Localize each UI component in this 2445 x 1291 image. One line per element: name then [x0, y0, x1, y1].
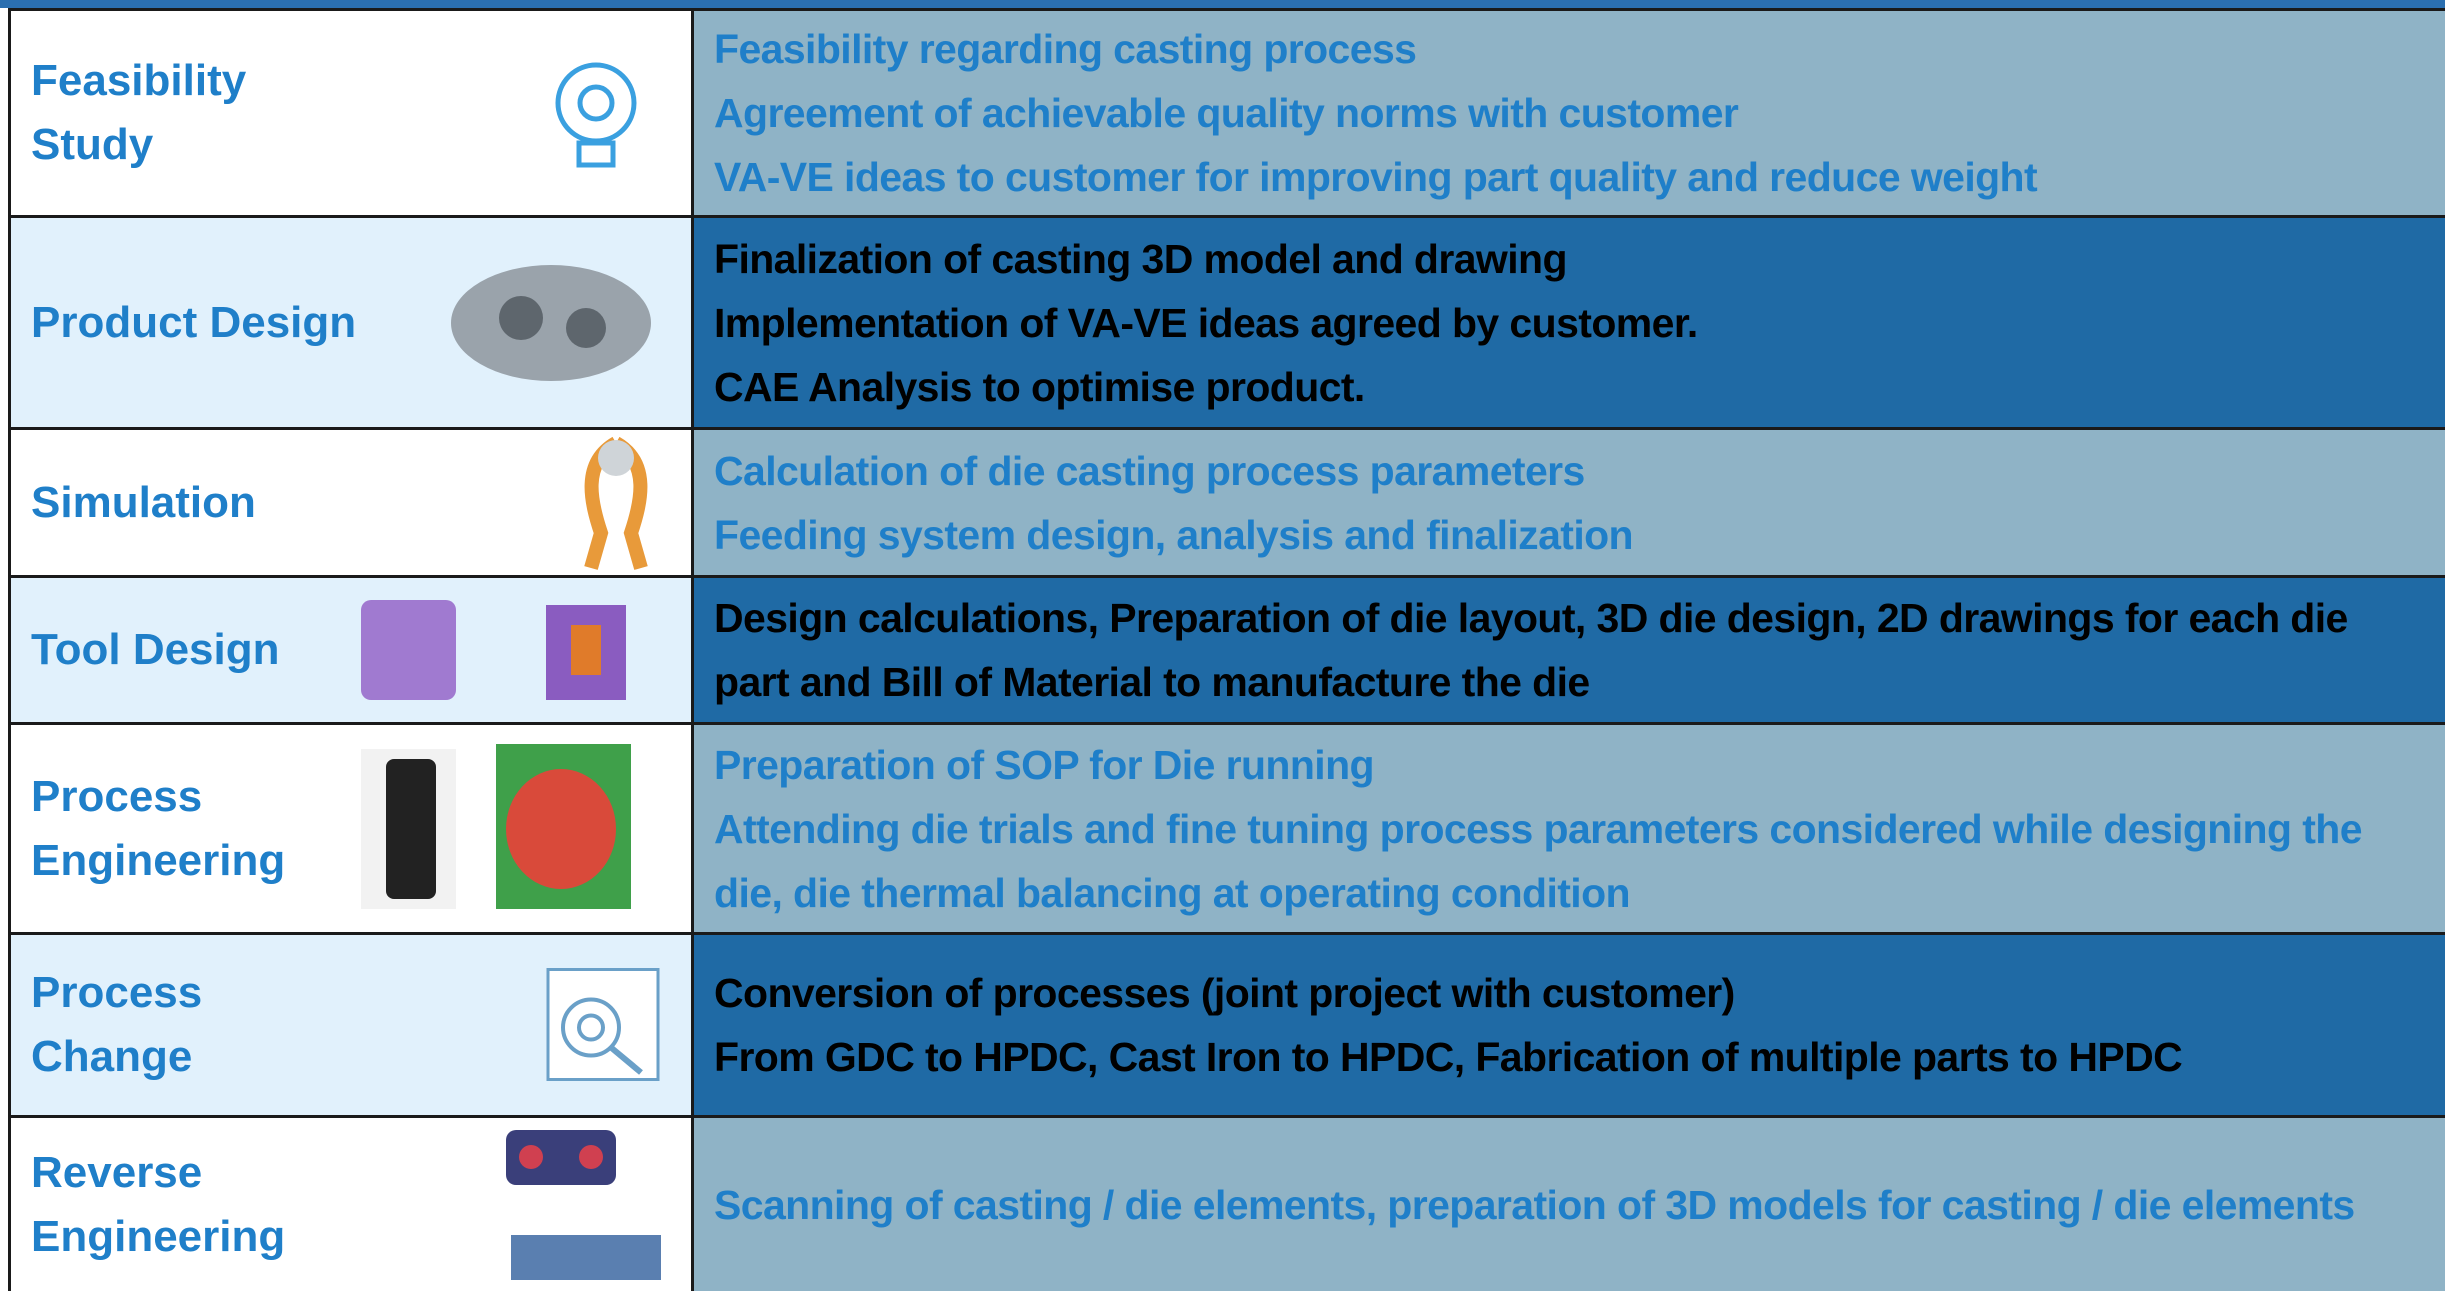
detail-cell: Preparation of SOP for Die running Attend…: [694, 725, 2445, 932]
detail-line: Design calculations, Preparation of die …: [714, 595, 2348, 705]
detail-cell: Feasibility regarding casting process Agr…: [694, 11, 2445, 215]
table-row: Reverse Engineering Scanning of casting /…: [8, 1115, 2445, 1291]
detail-line: From GDC to HPDC, Cast Iron to HPDC, Fab…: [714, 1034, 2183, 1080]
stage-label: Reverse Engineering: [31, 1147, 286, 1261]
stage-label: Product Design: [31, 297, 357, 347]
stage-label: Feasibility Study: [31, 56, 247, 169]
detail-line: Calculation of die casting process param…: [714, 447, 1585, 494]
stage-label: Process Change: [31, 968, 203, 1081]
stage-icon: [361, 743, 631, 909]
stage-cell: Simulation: [8, 430, 694, 575]
stage-label: Simulation: [31, 477, 256, 527]
stage-cell: Product Design: [8, 218, 694, 427]
stage-label: Tool Design: [31, 625, 280, 674]
stage-icon: [546, 968, 660, 1081]
detail-line: VA-VE ideas to customer for improving pa…: [714, 154, 2038, 200]
detail-line: CAE Analysis to optimise product.: [714, 363, 1365, 410]
detail-cell: Calculation of die casting process param…: [694, 430, 2445, 575]
stage-cell: Process Change: [8, 935, 694, 1115]
detail-line: Agreement of achievable quality norms wi…: [714, 90, 1739, 136]
stage-cell: Feasibility Study: [8, 11, 694, 215]
stage-icon: [584, 436, 648, 570]
stage-cell: Process Engineering: [8, 725, 694, 932]
stage-icon: [451, 264, 651, 381]
detail-line: Conversion of processes (joint project w…: [714, 970, 1735, 1016]
stage-cell: Tool Design: [8, 578, 694, 722]
table-row: Product Design Finalization of casting 3D…: [8, 215, 2445, 427]
detail-cell: Scanning of casting / die elements, prep…: [694, 1118, 2445, 1291]
detail-cell: Finalization of casting 3D model and dra…: [694, 218, 2445, 427]
table-row: Simulation Calculation of die casting pro…: [8, 427, 2445, 575]
detail-line: Scanning of casting / die elements, prep…: [714, 1181, 2355, 1228]
stage-cell: Reverse Engineering: [8, 1118, 694, 1291]
table-row: Tool Design Design calculations, Preparat…: [8, 575, 2445, 722]
table-row: Process Engineering Preparation of SOP fo…: [8, 722, 2445, 932]
detail-line: Feasibility regarding casting process: [714, 26, 1417, 72]
detail-line: Attending die trials and fine tuning pro…: [714, 805, 2363, 916]
stage-icon: [506, 1129, 661, 1280]
detail-line: Feeding system design, analysis and fina…: [714, 511, 1634, 558]
table-row: Feasibility Study Feasibility regarding c…: [8, 8, 2445, 215]
table-row: Process Change Conversion of processes (j…: [8, 932, 2445, 1115]
stage-icon: [555, 62, 637, 168]
detail-line: Preparation of SOP for Die running: [714, 741, 1375, 788]
detail-cell: Conversion of processes (joint project w…: [694, 935, 2445, 1115]
detail-line: Implementation of VA-VE ideas agreed by …: [714, 299, 1698, 346]
stage-icon: [361, 600, 626, 700]
stage-label: Process Engineering: [31, 771, 286, 885]
detail-cell: Design calculations, Preparation of die …: [694, 578, 2445, 722]
detail-line: Finalization of casting 3D model and dra…: [714, 235, 1568, 282]
